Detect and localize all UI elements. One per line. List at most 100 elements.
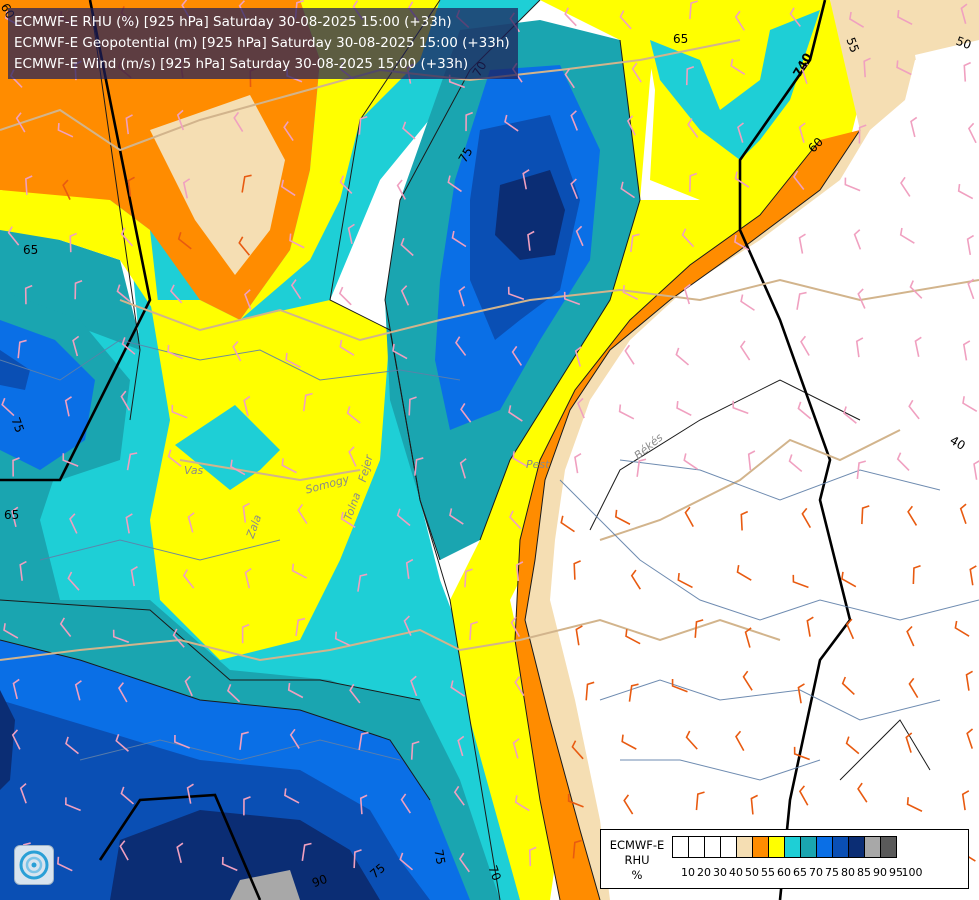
wind-barb bbox=[450, 680, 466, 697]
wind-barb bbox=[625, 629, 641, 645]
wind-barb bbox=[289, 233, 305, 249]
wind-barb bbox=[392, 343, 408, 360]
wind-barb bbox=[290, 279, 302, 300]
wind-barb bbox=[57, 123, 74, 138]
field-yellow-nw2 bbox=[0, 190, 160, 320]
wind-barb bbox=[789, 7, 801, 27]
wind-barb bbox=[800, 335, 810, 356]
wind-barb bbox=[358, 115, 368, 135]
wind-barb bbox=[730, 58, 746, 76]
wind-barb bbox=[59, 617, 72, 638]
wind-barb bbox=[3, 623, 19, 639]
wind-barb bbox=[469, 621, 478, 641]
wind-barb bbox=[959, 503, 967, 525]
wind-barb bbox=[233, 111, 244, 132]
wind-barb bbox=[186, 783, 194, 804]
wind-barb bbox=[12, 678, 20, 700]
wind-barb bbox=[739, 340, 751, 361]
wind-barb bbox=[19, 782, 27, 804]
contour-label-65c: 65 bbox=[4, 508, 20, 522]
field-cyan-island bbox=[175, 405, 280, 490]
wind-barb bbox=[400, 237, 414, 257]
wind-barb bbox=[172, 628, 185, 648]
wind-barb bbox=[694, 619, 704, 638]
wind-barb bbox=[798, 122, 806, 143]
wind-barb bbox=[900, 176, 911, 197]
wind-barb bbox=[962, 396, 978, 413]
wind-barb bbox=[400, 793, 412, 814]
wind-barb bbox=[1, 397, 15, 417]
wind-barb bbox=[112, 629, 130, 644]
wind-barb bbox=[957, 183, 974, 200]
scale-tick-label: 40 bbox=[729, 866, 743, 879]
wind-barb bbox=[910, 116, 918, 138]
wind-barb bbox=[130, 565, 138, 587]
wind-barb bbox=[677, 573, 693, 589]
field-navy-sw bbox=[0, 690, 15, 790]
wind-barb bbox=[857, 288, 866, 309]
wind-barb bbox=[512, 738, 520, 759]
wind-barb bbox=[357, 573, 368, 592]
wind-barb bbox=[74, 280, 83, 300]
wind-barb bbox=[843, 406, 857, 424]
wind-barb bbox=[528, 846, 537, 867]
wind-barb bbox=[11, 729, 21, 750]
wind-barb bbox=[560, 515, 575, 533]
wind-barb bbox=[12, 457, 20, 477]
wind-barb bbox=[572, 839, 582, 859]
wind-barb bbox=[507, 286, 525, 301]
wind-barb bbox=[339, 175, 353, 194]
wind-barb bbox=[458, 285, 466, 307]
wind-barb bbox=[69, 513, 78, 534]
wind-barb bbox=[340, 511, 356, 528]
wind-barb bbox=[734, 171, 750, 188]
wind-barb bbox=[465, 111, 473, 132]
wind-barb bbox=[167, 449, 182, 467]
wind-barb bbox=[962, 340, 971, 361]
wind-barb bbox=[574, 453, 582, 474]
wind-barb bbox=[570, 110, 578, 131]
wind-barb bbox=[19, 560, 27, 581]
wind-barb bbox=[301, 842, 312, 862]
wind-barb bbox=[232, 340, 242, 362]
place-label-vas: Vas bbox=[184, 464, 204, 477]
wind-barb bbox=[896, 452, 910, 471]
wind-barb bbox=[740, 294, 755, 311]
wind-barb bbox=[969, 565, 977, 586]
wind-barb bbox=[182, 569, 195, 589]
wind-barb bbox=[740, 510, 749, 531]
wind-barb bbox=[515, 561, 524, 582]
wind-barb bbox=[396, 508, 411, 527]
wind-barb bbox=[11, 506, 19, 528]
wind-barb bbox=[221, 856, 238, 872]
scale-swatch bbox=[880, 836, 897, 858]
wind-barb bbox=[244, 567, 252, 589]
scale-swatch bbox=[800, 836, 817, 858]
wind-barb bbox=[622, 285, 639, 301]
wind-barb bbox=[62, 453, 79, 467]
wind-barb bbox=[844, 177, 861, 192]
wind-barb bbox=[115, 733, 129, 752]
wind-barb bbox=[511, 345, 523, 366]
wind-barb bbox=[630, 569, 641, 590]
wind-barb bbox=[405, 558, 414, 579]
wind-barb bbox=[460, 402, 472, 423]
field-tan-nw bbox=[150, 95, 285, 275]
scale-swatch bbox=[752, 836, 769, 858]
wind-barb bbox=[628, 683, 639, 702]
scale-swatch bbox=[784, 836, 801, 858]
wind-barb bbox=[683, 283, 691, 305]
wind-barb bbox=[449, 508, 464, 525]
wind-barb bbox=[744, 627, 752, 648]
wind-barb bbox=[414, 457, 424, 476]
scale-tick-label: 30 bbox=[713, 866, 727, 879]
wind-barb bbox=[856, 460, 866, 479]
wind-barb bbox=[399, 852, 414, 871]
wind-barb bbox=[72, 335, 80, 357]
wind-barb bbox=[338, 286, 352, 306]
wind-barb bbox=[863, 57, 871, 78]
wind-barb bbox=[897, 9, 913, 26]
wind-barb bbox=[961, 790, 970, 811]
wind-barb bbox=[239, 731, 249, 750]
wind-barb bbox=[67, 571, 80, 591]
